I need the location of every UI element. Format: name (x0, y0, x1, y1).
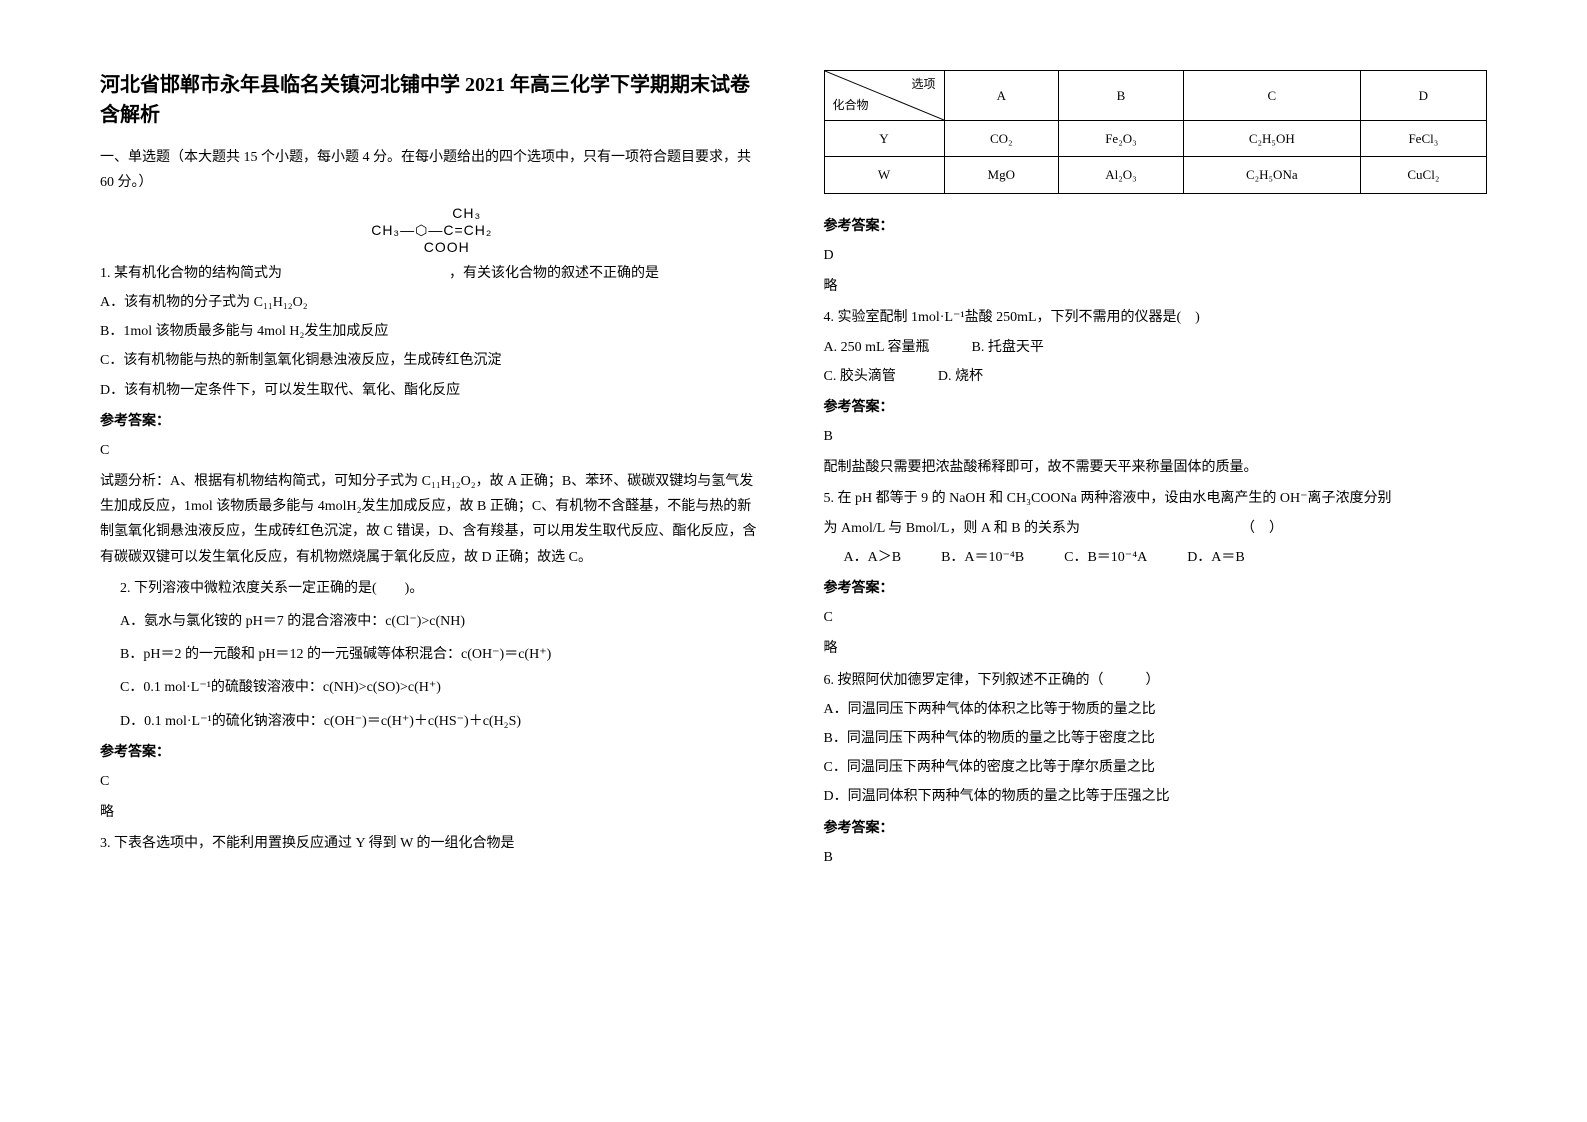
q1-opt-c: C．该有机物能与热的新制氢氧化铜悬浊液反应，生成砖红色沉淀 (100, 348, 764, 373)
cell-W-C: C₂H₅ONa (1183, 157, 1360, 193)
q2-extra: 略 (100, 800, 764, 825)
q5-stem1: 5. 在 pH 都等于 9 的 NaOH 和 CH₃COONa 两种溶液中，设由… (824, 486, 1488, 511)
col-B: B (1059, 71, 1184, 121)
q5-extra: 略 (824, 636, 1488, 661)
q5-opt-c: C．B＝10⁻⁴A (1064, 545, 1147, 570)
q4-opt-cd: C. 胶头滴管 D. 烧杯 (824, 364, 1488, 389)
q5-opt-d: D．A＝B (1187, 545, 1245, 570)
q6-opt-d: D．同温同体积下两种气体的物质的量之比等于压强之比 (824, 784, 1488, 809)
q2-opt-d: D．0.1 mol·L⁻¹的硫化钠溶液中：c(OH⁻)＝c(H⁺)＋c(HS⁻)… (100, 709, 764, 734)
q1-ans-label: 参考答案： (100, 409, 764, 434)
q5-opt-a: A．A＞B (844, 545, 902, 570)
cell-Y-B: Fe₂O₃ (1059, 121, 1184, 157)
row-Y-label: Y (824, 121, 944, 157)
q2-opt-a: A．氨水与氯化铵的 pH＝7 的混合溶液中：c(Cl⁻)>c(NH) (100, 609, 764, 634)
q4-opt-ab: A. 250 mL 容量瓶 B. 托盘天平 (824, 335, 1488, 360)
row-W-label: W (824, 157, 944, 193)
table-header-row: 选项 化合物 A B C D (824, 71, 1487, 121)
q3-ans: D (824, 243, 1488, 268)
q1-explanation: 试题分析：A、根据有机物结构简式，可知分子式为 C₁₁H₁₂O₂，故 A 正确；… (100, 469, 764, 570)
col-A: A (944, 71, 1059, 121)
doc-title: 河北省邯郸市永年县临名关镇河北铺中学 2021 年高三化学下学期期末试卷含解析 (100, 70, 764, 130)
header-top: 选项 (911, 74, 935, 96)
col-C: C (1183, 71, 1360, 121)
q1-prefix: 1. 某有机化合物的结构简式为 (100, 266, 282, 281)
q1-stem: 1. 某有机化合物的结构简式为 ，有关该化合物的叙述不正确的是 (100, 261, 764, 286)
q5-ans-label: 参考答案： (824, 576, 1488, 601)
q1-ans: C (100, 438, 764, 463)
q6-opt-a: A．同温同压下两种气体的体积之比等于物质的量之比 (824, 697, 1488, 722)
q2-stem: 2. 下列溶液中微粒浓度关系一定正确的是( )。 (100, 576, 764, 601)
structural-formula: CH₃ CH₃—⬡—C=CH₂ COOH (100, 205, 764, 255)
cell-Y-D: FeCl₃ (1360, 121, 1486, 157)
cell-W-D: CuCl₂ (1360, 157, 1486, 193)
q2-ans: C (100, 769, 764, 794)
q1-opt-d: D．该有机物一定条件下，可以发生取代、氧化、酯化反应 (100, 378, 764, 403)
cell-Y-A: CO₂ (944, 121, 1059, 157)
header-bottom: 化合物 (833, 95, 869, 117)
q5-options: A．A＞B B．A＝10⁻⁴B C．B＝10⁻⁴A D．A＝B (824, 545, 1488, 570)
col-D: D (1360, 71, 1486, 121)
q6-ans: B (824, 845, 1488, 870)
q3-extra: 略 (824, 274, 1488, 299)
table-row-Y: Y CO₂ Fe₂O₃ C₂H₅OH FeCl₃ (824, 121, 1487, 157)
q5-ans: C (824, 605, 1488, 630)
q4-ans-label: 参考答案： (824, 395, 1488, 420)
cell-W-B: Al₂O₃ (1059, 157, 1184, 193)
formula-l2: CH₃—⬡—C=CH₂ (100, 222, 764, 239)
q2-opt-c: C．0.1 mol·L⁻¹的硫酸铵溶液中：c(NH)>c(SO)>c(H⁺) (100, 675, 764, 700)
q3-ans-label: 参考答案： (824, 214, 1488, 239)
q5-stem2: 为 Amol/L 与 Bmol/L，则 A 和 B 的关系为 （ ） (824, 516, 1488, 541)
q1-opt-a: A．该有机物的分子式为 C₁₁H₁₂O₂ (100, 290, 764, 315)
q4-ans: B (824, 424, 1488, 449)
q4-explanation: 配制盐酸只需要把浓盐酸稀释即可，故不需要天平来称量固体的质量。 (824, 455, 1488, 480)
q6-opt-b: B．同温同压下两种气体的物质的量之比等于密度之比 (824, 726, 1488, 751)
options-table: 选项 化合物 A B C D Y CO₂ Fe₂O₃ C₂H₅OH FeCl₃ … (824, 70, 1488, 194)
formula-l3: COOH (100, 239, 764, 256)
q1-suffix: ，有关该化合物的叙述不正确的是 (449, 266, 659, 281)
table-row-W: W MgO Al₂O₃ C₂H₅ONa CuCl₂ (824, 157, 1487, 193)
cell-W-A: MgO (944, 157, 1059, 193)
q1-opt-b: B．1mol 该物质最多能与 4mol H₂发生加成反应 (100, 319, 764, 344)
right-column: 选项 化合物 A B C D Y CO₂ Fe₂O₃ C₂H₅OH FeCl₃ … (824, 70, 1488, 1072)
q5-opt-b: B．A＝10⁻⁴B (941, 545, 1024, 570)
formula-l1: CH₃ (100, 205, 764, 222)
section-heading: 一、单选题（本大题共 15 个小题，每小题 4 分。在每小题给出的四个选项中，只… (100, 145, 764, 195)
left-column: 河北省邯郸市永年县临名关镇河北铺中学 2021 年高三化学下学期期末试卷含解析 … (100, 70, 764, 1072)
q3-stem: 3. 下表各选项中，不能利用置换反应通过 Y 得到 W 的一组化合物是 (100, 831, 764, 856)
diag-header-cell: 选项 化合物 (824, 71, 944, 121)
q2-ans-label: 参考答案： (100, 740, 764, 765)
q6-opt-c: C．同温同压下两种气体的密度之比等于摩尔质量之比 (824, 755, 1488, 780)
q4-stem: 4. 实验室配制 1mol·L⁻¹盐酸 250mL，下列不需用的仪器是( ) (824, 305, 1488, 330)
q2-opt-b: B．pH＝2 的一元酸和 pH＝12 的一元强碱等体积混合：c(OH⁻)＝c(H… (100, 642, 764, 667)
q6-ans-label: 参考答案： (824, 816, 1488, 841)
q6-stem: 6. 按照阿伏加德罗定律，下列叙述不正确的（ ） (824, 668, 1488, 693)
cell-Y-C: C₂H₅OH (1183, 121, 1360, 157)
